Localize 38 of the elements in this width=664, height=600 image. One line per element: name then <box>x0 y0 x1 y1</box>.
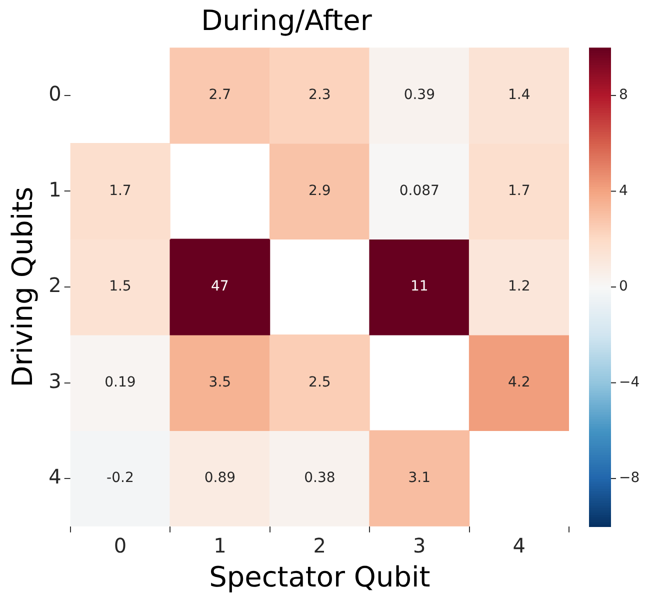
data-label: 2.3 <box>308 87 331 104</box>
y-tick-label: 3 <box>48 368 62 393</box>
color-bar-label: −8 <box>619 470 640 486</box>
x-tick-label: 3 <box>413 534 426 558</box>
chart-title: During/After <box>201 4 372 38</box>
data-label: 1.5 <box>109 278 132 295</box>
x-tick-label: 4 <box>512 534 526 558</box>
x-tick-label: 0 <box>114 534 127 558</box>
data-label: 2.5 <box>308 374 331 390</box>
data-label: -0.2 <box>106 470 134 486</box>
data-label: 4.2 <box>508 374 530 390</box>
data-label: 1.7 <box>508 182 530 199</box>
data-label: 2.9 <box>308 182 331 199</box>
data-label: 0.38 <box>304 470 336 486</box>
y-tick-label: 0 <box>48 82 62 106</box>
y-tick-label: 4 <box>48 464 62 489</box>
x-axis-title: Spectator Qubit <box>209 560 430 594</box>
data-label: 2.7 <box>208 87 232 104</box>
color-bar-label: 0 <box>619 278 628 295</box>
data-label: 47 <box>211 278 229 295</box>
data-label: 1.2 <box>508 278 530 295</box>
y-tick-label: 2 <box>48 273 62 298</box>
data-label: 3.5 <box>208 374 232 390</box>
color-bar-label: 8 <box>619 87 628 104</box>
data-label: 0.89 <box>204 470 236 486</box>
data-label: 1.4 <box>508 87 530 104</box>
y-axis-title: Driving Qubits <box>6 186 40 388</box>
data-label: 1.7 <box>109 182 132 199</box>
y-tick-label: 1 <box>48 177 62 202</box>
data-label: 0.39 <box>404 87 435 104</box>
data-label: 0.19 <box>104 374 136 390</box>
x-tick-label: 2 <box>313 534 326 558</box>
data-label: 11 <box>410 278 428 295</box>
data-label: 3.1 <box>408 470 431 486</box>
color-bar-label: 4 <box>619 182 628 199</box>
x-tick-label: 1 <box>214 534 226 558</box>
color-bar-label: −4 <box>619 374 640 390</box>
data-label: 0.087 <box>399 182 440 199</box>
